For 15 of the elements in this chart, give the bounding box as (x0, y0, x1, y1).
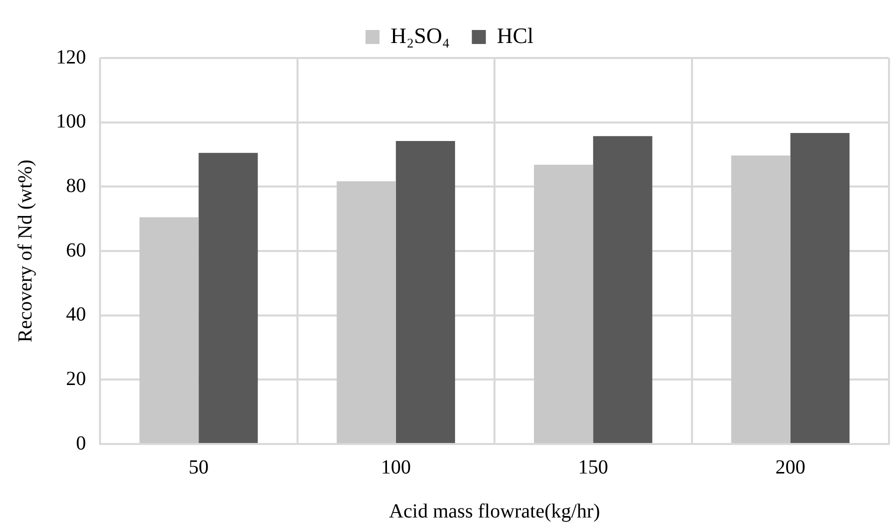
y-tick-label: 60 (66, 239, 86, 262)
x-tick-label: 200 (775, 456, 806, 478)
x-tick-label: 50 (188, 456, 209, 478)
x-axis-title: Acid mass flowrate(kg/hr) (388, 500, 600, 522)
legend-label: HCl (496, 22, 534, 48)
x-tick-label: 100 (380, 456, 411, 478)
x-tick-label: 150 (578, 456, 608, 478)
legend-label: H₂SO₄ (390, 22, 450, 48)
y-tick-label: 80 (66, 174, 86, 197)
y-tick-label: 100 (56, 110, 86, 133)
y-tick-label: 0 (76, 432, 86, 454)
y-tick-label: 120 (56, 46, 86, 68)
y-tick-label: 40 (66, 304, 86, 326)
y-axis-title: Recovery of Nd (wt%) (14, 160, 36, 342)
y-tick-label: 20 (66, 368, 86, 390)
